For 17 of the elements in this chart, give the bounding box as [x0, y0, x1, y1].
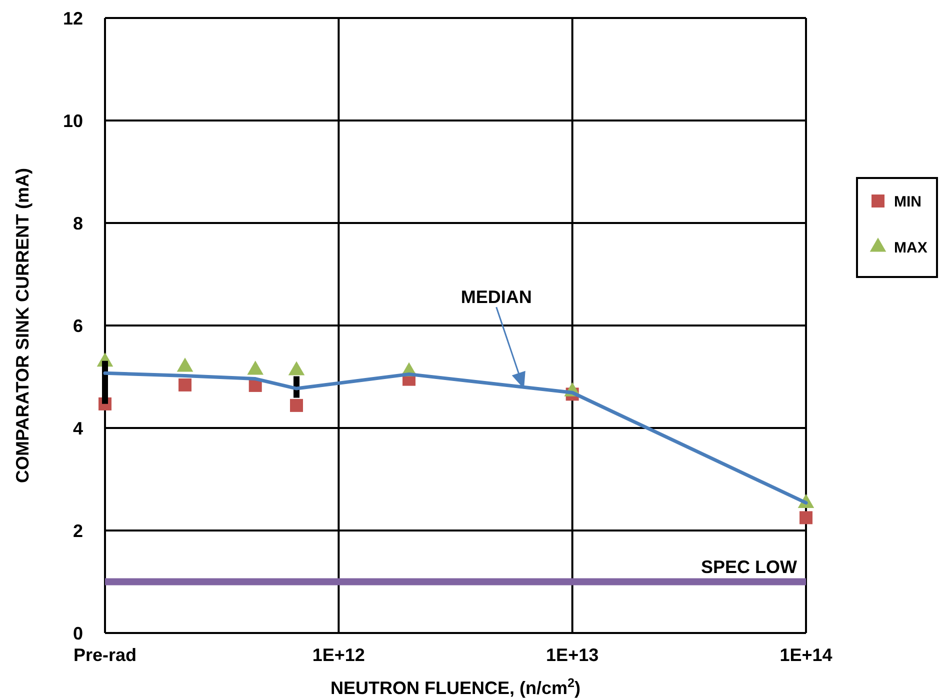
y-tick-label: 10 [62, 110, 83, 131]
x-axis-title: NEUTRON FLUENCE, (n/cm$^{2}$) [330, 676, 581, 698]
annotation: MEDIAN [460, 287, 532, 308]
legend-label: MIN [894, 193, 922, 210]
x-tick-label: 1E+14 [780, 645, 832, 665]
x-tick-label: 1E+13 [546, 645, 599, 665]
y-tick-label: 0 [72, 623, 83, 644]
y-tick-label: 6 [72, 316, 83, 336]
x-tick-label: 1E+12 [312, 645, 365, 665]
y-tick-label: 4 [72, 418, 83, 438]
y-tick-label: 8 [72, 213, 83, 234]
y-tick-label: 2 [72, 520, 83, 541]
x-tick-label: Pre-rad [73, 645, 137, 665]
ref-line-label: SPEC LOW [700, 556, 797, 577]
legend-label: MAX [894, 239, 928, 256]
y-tick-label: 12 [62, 8, 83, 28]
y-axis-title: COMPARATOR SINK CURRENT (mA) [12, 168, 32, 483]
